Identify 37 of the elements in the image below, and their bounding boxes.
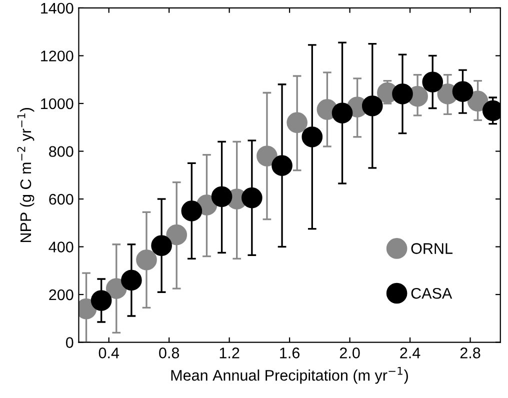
x-tick-label: 2.8 — [460, 348, 480, 358]
point — [286, 112, 308, 133]
legend-label: ORNL — [411, 243, 452, 254]
point — [272, 155, 292, 176]
point — [241, 187, 262, 208]
x-tick-label: 1.2 — [220, 348, 240, 358]
y-tick-label: 200 — [49, 289, 74, 300]
point — [151, 235, 172, 256]
point — [166, 224, 188, 246]
y-tick-label: 400 — [48, 242, 74, 252]
point — [181, 200, 202, 222]
x-tick-label: 0.4 — [98, 348, 120, 358]
point — [136, 249, 157, 270]
point — [211, 186, 232, 208]
point — [302, 126, 323, 148]
x-tick-label: 1.6 — [280, 348, 300, 358]
point — [362, 95, 383, 116]
x-axis-title: Mean Annual Precipitation (m yr$^{−1}$) — [171, 366, 408, 384]
y-tick-label: 800 — [49, 146, 74, 157]
point — [90, 290, 112, 311]
y-tick-label: 600 — [49, 194, 74, 205]
x-tick-label: 2.0 — [340, 348, 360, 358]
legend-label: CASA — [411, 288, 452, 299]
point — [256, 146, 278, 166]
point — [422, 72, 444, 92]
point — [106, 278, 127, 299]
y-tick-label: 1000 — [41, 98, 74, 110]
y-tick-label: 1400 — [41, 2, 74, 14]
point — [452, 81, 474, 102]
y-axis-title: NPP (g C m$^{−2}$ yr$^{−1}$) — [17, 108, 34, 242]
y-tick-label: 0 — [66, 337, 74, 348]
point — [332, 102, 353, 124]
y-tick-label: 1200 — [41, 50, 74, 62]
x-tick-label: 2.4 — [400, 348, 420, 358]
point — [392, 84, 413, 104]
x-tick-label: 0.8 — [159, 348, 180, 358]
point — [121, 270, 142, 291]
